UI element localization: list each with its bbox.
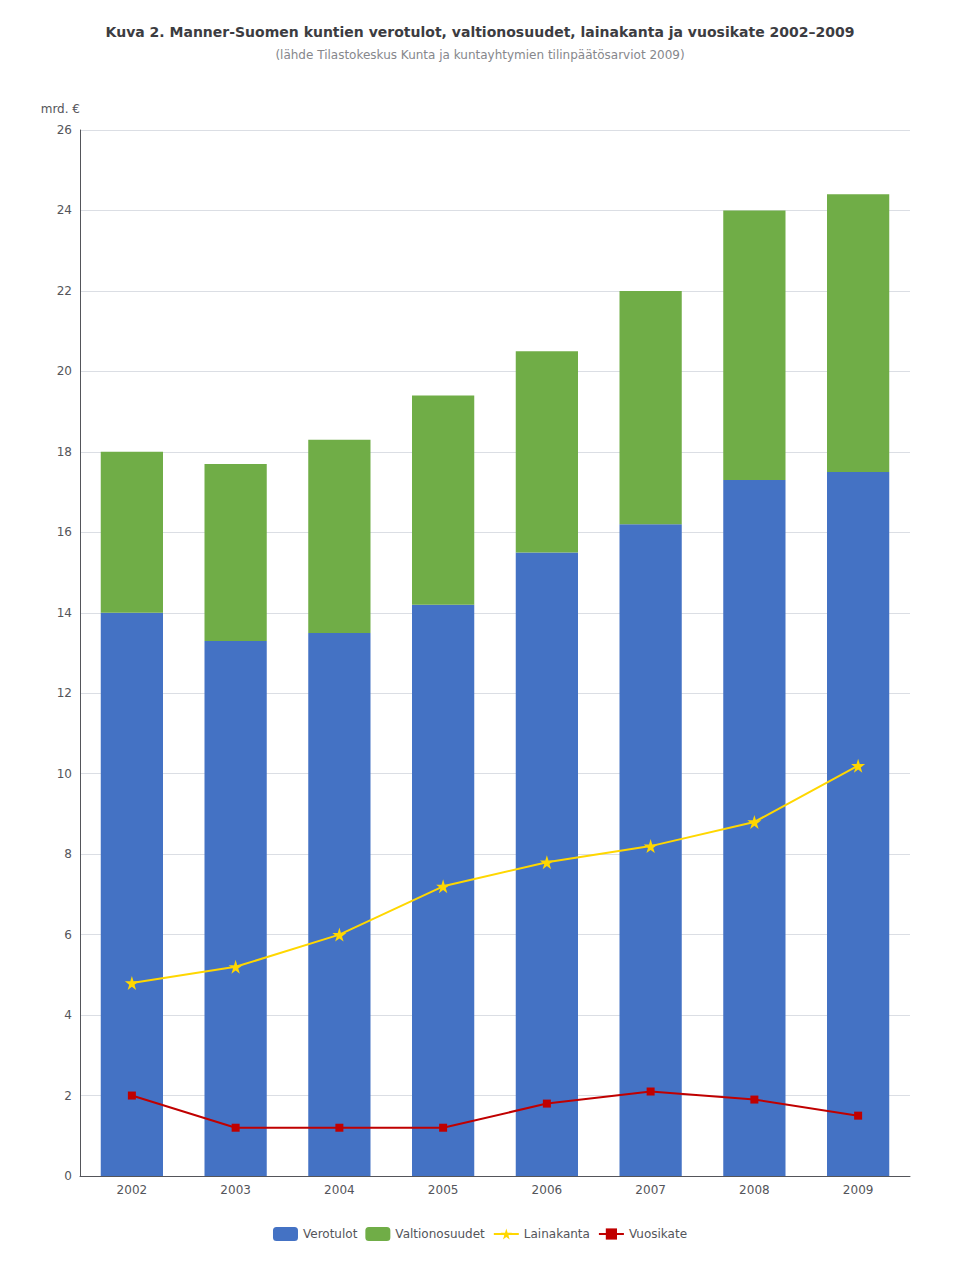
- svg-text:20: 20: [57, 364, 72, 378]
- svg-text:Vuosikate: Vuosikate: [629, 1227, 687, 1241]
- svg-text:26: 26: [57, 123, 72, 137]
- svg-text:2008: 2008: [739, 1183, 770, 1197]
- svg-text:0: 0: [64, 1169, 72, 1183]
- svg-text:24: 24: [57, 203, 72, 217]
- svg-text:Valtionosuudet: Valtionosuudet: [395, 1227, 485, 1241]
- svg-text:10: 10: [57, 767, 72, 781]
- svg-text:Verotulot: Verotulot: [303, 1227, 358, 1241]
- svg-text:(lähde Tilastokeskus Kunta ja: (lähde Tilastokeskus Kunta ja kuntayhtym…: [275, 48, 684, 62]
- svg-text:2006: 2006: [532, 1183, 563, 1197]
- svg-text:2007: 2007: [635, 1183, 666, 1197]
- svg-text:8: 8: [64, 847, 72, 861]
- svg-text:14: 14: [57, 606, 72, 620]
- svg-text:4: 4: [64, 1008, 72, 1022]
- svg-text:Kuva 2. Manner-Suomen kuntien: Kuva 2. Manner-Suomen kuntien verotulot,…: [106, 24, 855, 40]
- svg-text:2003: 2003: [220, 1183, 251, 1197]
- svg-text:2004: 2004: [324, 1183, 355, 1197]
- svg-text:Lainakanta: Lainakanta: [524, 1227, 590, 1241]
- svg-text:2009: 2009: [843, 1183, 874, 1197]
- svg-text:2005: 2005: [428, 1183, 459, 1197]
- svg-text:12: 12: [57, 686, 72, 700]
- svg-text:16: 16: [57, 525, 72, 539]
- svg-text:2: 2: [64, 1089, 72, 1103]
- svg-text:6: 6: [64, 928, 72, 942]
- svg-text:18: 18: [57, 445, 72, 459]
- svg-text:mrd. €: mrd. €: [41, 102, 80, 116]
- svg-text:2002: 2002: [117, 1183, 148, 1197]
- svg-text:22: 22: [57, 284, 72, 298]
